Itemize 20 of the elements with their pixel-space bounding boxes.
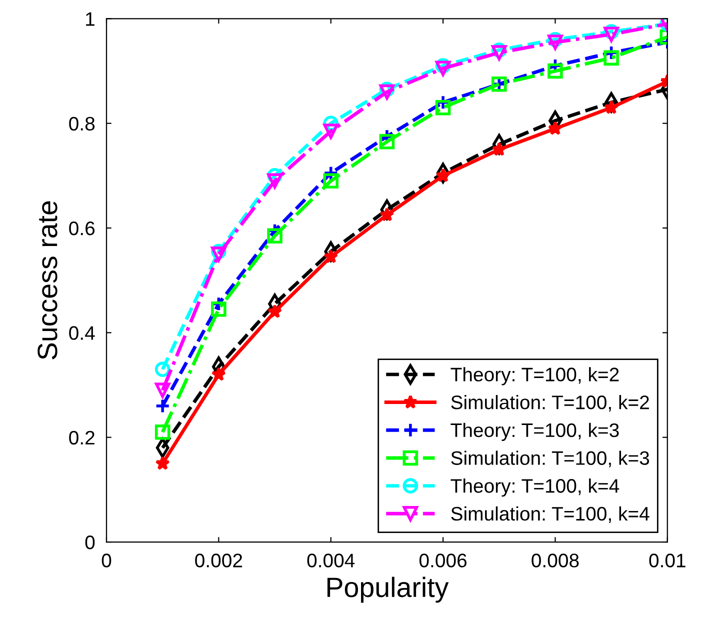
- legend-label: Simulation: T=100, k=3: [451, 450, 650, 468]
- x-tick-label: 0.008: [532, 554, 579, 568]
- x-tick-label: 0.006: [419, 554, 467, 568]
- y-tick-label: 0: [85, 535, 95, 550]
- x-axis-title: Popularity: [327, 576, 449, 603]
- y-axis-title: Success rate: [38, 201, 58, 360]
- legend-label: Theory: T=100, k=2: [450, 367, 619, 386]
- x-tick-label: 0.004: [307, 554, 355, 568]
- legend-label: Theory: T=100, k=3: [450, 422, 619, 441]
- x-tick-label: 0.002: [195, 554, 242, 568]
- y-tick-label: 0.4: [69, 326, 95, 340]
- x-tick-label: 0.01: [649, 554, 686, 568]
- y-tick-label: 0.2: [69, 430, 94, 445]
- x-tick-label: 0: [102, 554, 112, 568]
- legend-label: Simulation: T=100, k=4: [451, 506, 650, 523]
- y-tick-label: 0.6: [69, 221, 95, 236]
- y-tick-label: 1: [86, 12, 94, 26]
- y-tick-label: 0.8: [69, 116, 95, 131]
- legend-label: Theory: T=100, k=4: [450, 478, 620, 497]
- legend-label: Simulation: T=100, k=2: [451, 394, 649, 412]
